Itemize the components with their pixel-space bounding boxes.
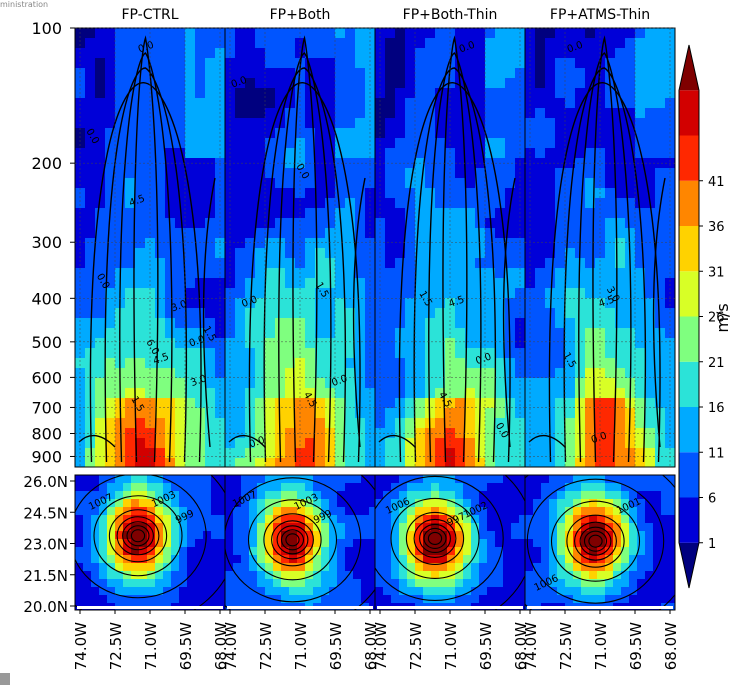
colorbar-tick-label: 41 [708, 175, 725, 190]
colorbar-tick-label: 6 [708, 492, 716, 507]
y-tick-label-bottom: 26.0N [23, 473, 68, 491]
contour-label: 0.0 [248, 435, 267, 451]
panel-bottom-contours-2 [225, 475, 375, 610]
panel-top-contours-4 [528, 35, 666, 463]
colorbar-segment [679, 361, 699, 407]
colorbar-segment [679, 45, 699, 91]
y-tick-label-top: 300 [31, 233, 62, 252]
contour-label: 4.5 [152, 351, 171, 367]
colorbar-tick-label: 16 [708, 401, 725, 416]
x-tick-label: 68.0W [662, 622, 680, 670]
y-tick-label-bottom: 24.5N [23, 504, 68, 522]
panel-title: FP-CTRL [121, 7, 178, 23]
panel-bottom-contours-1 [75, 475, 225, 610]
colorbar-segment [679, 316, 699, 362]
x-tick-label: 74.0W [222, 622, 240, 670]
y-tick-label-top: 200 [31, 154, 62, 173]
x-tick-label: 72.5W [257, 622, 275, 670]
contour-label: 0.0 [566, 40, 585, 56]
y-tick-label-top: 800 [31, 424, 62, 443]
contour-label: 4.5 [128, 193, 147, 209]
panel-title: FP+Both [270, 7, 331, 23]
panel-bottom-strip-2 [227, 606, 373, 609]
x-tick-label: 72.5W [407, 622, 425, 670]
x-tick-label: 71.0W [292, 622, 310, 670]
colorbar-tick-label: 31 [708, 265, 725, 280]
footer-mark [0, 673, 10, 685]
contour-label: 0.0 [188, 334, 207, 350]
contour-label: 3.0 [170, 299, 189, 315]
y-tick-label-bottom: 23.0N [23, 536, 68, 554]
panel-bottom-field-2 [225, 475, 375, 610]
colorbar-tick-label: 36 [708, 220, 725, 235]
panel-bottom-contours-3 [375, 475, 525, 610]
panel-top-contours-3 [378, 35, 516, 463]
y-tick-label-bottom: 20.0N [23, 598, 68, 616]
x-tick-label: 69.5W [627, 622, 645, 670]
colorbar-segment [679, 90, 699, 136]
panel-title: FP+ATMS-Thin [550, 7, 650, 23]
x-tick-label: 71.0W [442, 622, 460, 670]
colorbar-segment [679, 271, 699, 317]
x-tick-label: 68.0W [212, 622, 230, 670]
colorbar-tick-label: 21 [708, 356, 725, 371]
y-tick-label-top: 400 [31, 289, 62, 308]
x-tick-label: 69.5W [327, 622, 345, 670]
y-tick-label-top: 900 [31, 447, 62, 466]
panel-top-contours-1 [78, 35, 216, 463]
y-tick-label-top: 500 [31, 333, 62, 352]
x-tick-label: 68.0W [362, 622, 380, 670]
contour-label: 0.0 [230, 75, 249, 91]
y-tick-label-bottom: 21.5N [23, 567, 68, 585]
colorbar-outline [678, 44, 700, 589]
colorbar-segment [679, 226, 699, 272]
y-tick-label-top: 100 [31, 19, 62, 38]
corner-text: ministration [0, 0, 49, 9]
panel-bottom-strip-4 [527, 606, 673, 609]
x-tick-label: 71.0W [142, 622, 160, 670]
panel-bottom-strip-3 [377, 606, 523, 609]
panel-title: FP+Both-Thin [403, 7, 498, 23]
x-tick-label: 69.5W [477, 622, 495, 670]
x-tick-label: 72.5W [107, 622, 125, 670]
x-tick-label: 74.0W [372, 622, 390, 670]
colorbar-tick-label: 26 [708, 311, 725, 326]
colorbar-segment [679, 135, 699, 181]
colorbar-tick-label: 11 [708, 446, 725, 461]
contour-label: 0.0 [590, 430, 609, 446]
colorbar-label: m/s [713, 303, 732, 332]
colorbar-segment [679, 180, 699, 226]
x-tick-label: 74.0W [522, 622, 540, 670]
colorbar-segment [679, 542, 699, 588]
colorbar-segment [679, 407, 699, 453]
x-tick-label: 74.0W [72, 622, 90, 670]
colorbar-segment [679, 452, 699, 498]
y-tick-label-top: 700 [31, 398, 62, 417]
panel-top-contours-2 [228, 35, 366, 463]
panel-bottom-strip-1 [77, 606, 223, 609]
y-tick-label-top: 600 [31, 368, 62, 387]
x-tick-label: 68.0W [512, 622, 530, 670]
contour-label: 0.0 [458, 40, 477, 56]
x-tick-label: 69.5W [177, 622, 195, 670]
x-tick-label: 71.0W [592, 622, 610, 670]
contour-label: 0.0 [474, 351, 493, 367]
contour-label: 0.0 [137, 40, 156, 56]
panel-bottom-contours-4 [525, 475, 675, 610]
colorbar-tick-label: 1 [708, 537, 716, 552]
colorbar-segment [679, 497, 699, 543]
x-tick-label: 72.5W [557, 622, 575, 670]
